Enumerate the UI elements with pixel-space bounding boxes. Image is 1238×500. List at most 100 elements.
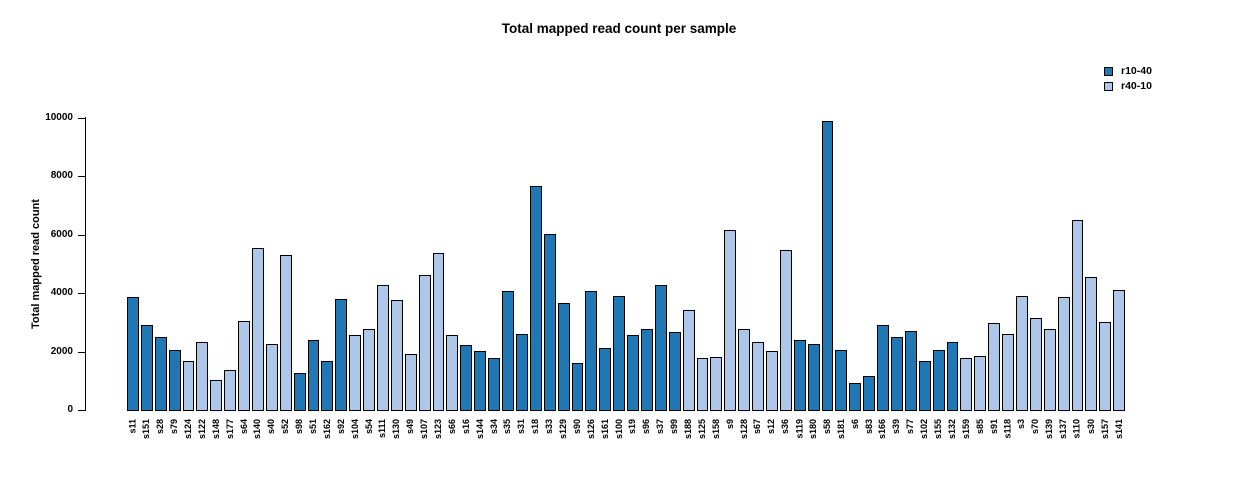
legend-entry-r40-10: r40-10 (1104, 81, 1152, 92)
x-label-s180: s180 (808, 419, 818, 440)
bar-slot (223, 118, 237, 411)
bar-slot (515, 118, 529, 411)
bar-slot (1029, 118, 1043, 411)
x-label-s137: s137 (1058, 419, 1068, 440)
x-label-s49: s49 (405, 419, 416, 435)
bar-s3 (1016, 295, 1028, 411)
bar-s34 (488, 358, 501, 411)
x-label-s6: s6 (849, 419, 860, 430)
bar-s110 (1071, 219, 1084, 411)
bar-s125 (696, 358, 709, 411)
bar-slot (390, 118, 404, 411)
bar-s6 (849, 383, 862, 411)
legend-entry-r10-40: r10-40 (1104, 66, 1152, 77)
bar-s102 (918, 361, 931, 411)
bar-s122 (196, 342, 209, 411)
x-label-s125: s125 (696, 419, 707, 440)
bar-s144 (474, 351, 487, 411)
bar-slot (307, 118, 321, 411)
bar-s181 (835, 349, 848, 411)
bar-slot (473, 118, 487, 411)
legend-swatch-r40-10 (1104, 82, 1113, 91)
bar-s79 (168, 349, 181, 411)
bar-s162 (321, 361, 334, 411)
bar-s49 (404, 354, 417, 411)
x-label-s139: s139 (1044, 419, 1055, 440)
bar-slot (904, 118, 918, 411)
bar-slot (626, 118, 640, 411)
bar-s99 (668, 332, 681, 411)
x-label-s141: s141 (1113, 419, 1124, 440)
x-label-s77: s77 (905, 419, 916, 435)
x-label-s40: s40 (266, 419, 277, 435)
bar-s16 (460, 345, 473, 411)
legend-label-r40-10: r40-10 (1121, 80, 1152, 92)
legend-swatch-r10-40 (1104, 67, 1113, 76)
bar-slot (876, 118, 890, 411)
x-label-s36: s36 (780, 419, 791, 435)
chart-title: Total mapped read count per sample (501, 21, 737, 36)
x-label-s132: s132 (946, 419, 957, 440)
bar-s85 (974, 355, 987, 411)
x-label-s122: s122 (196, 419, 207, 440)
bar-slot (293, 118, 307, 411)
x-label-s188: s188 (683, 419, 693, 440)
bar-s161 (599, 348, 612, 411)
bar-s28 (154, 336, 167, 411)
bar-slot (279, 118, 293, 411)
bar-s54 (363, 329, 376, 411)
x-label-s58: s58 (821, 419, 832, 435)
x-label-s129: s129 (558, 419, 568, 440)
bar-slot (807, 118, 821, 411)
x-label-s70: s70 (1030, 419, 1041, 435)
bar-s64 (238, 320, 251, 411)
bar-s159 (960, 358, 973, 411)
bar-slot (334, 118, 348, 411)
x-label-s52: s52 (280, 419, 291, 435)
y-tick-mark (78, 176, 85, 178)
bar-slot (501, 118, 515, 411)
bar-slot (459, 118, 473, 411)
x-label-s128: s128 (738, 419, 749, 440)
x-label-s155: s155 (933, 419, 943, 440)
x-labels: s11 s151 s28 s79 s124 s122 s148 s177 s64 s140 s40 s… (126, 419, 1126, 479)
bar-s166 (877, 324, 889, 411)
bar-slot (987, 118, 1001, 411)
bar-slot (404, 118, 418, 411)
bar-s83 (863, 376, 876, 411)
bar-s141 (1113, 289, 1126, 411)
bar-slot (571, 118, 585, 411)
x-label-s30: s30 (1085, 419, 1096, 435)
bar-s31 (515, 333, 528, 411)
bar-s123 (432, 253, 445, 411)
bar-s104 (349, 335, 362, 411)
bar-s130 (390, 300, 403, 411)
legend: r10-40 r40-10 (1104, 66, 1152, 96)
x-label-s166: s166 (877, 419, 888, 440)
x-label-s126: s126 (585, 419, 596, 440)
bar-s118 (1002, 333, 1014, 411)
x-label-s119: s119 (794, 419, 805, 439)
bar-slot (751, 118, 765, 411)
bar-slot (584, 118, 598, 411)
bar-s90 (571, 362, 584, 411)
bar-slot (834, 118, 848, 411)
y-axis-label: Total mapped read count (30, 199, 42, 329)
y-tick-mark (78, 118, 85, 119)
bar-s158 (710, 357, 723, 411)
x-label-s31: s31 (516, 419, 527, 435)
x-label-s123: s123 (433, 419, 443, 440)
bar-slot (154, 118, 168, 411)
bar-slot (348, 118, 362, 411)
bar-slot (1071, 118, 1085, 411)
x-label-s111: s111 (377, 419, 388, 439)
x-label-s12: s12 (766, 419, 777, 435)
bar-s129 (557, 303, 570, 411)
bar-slot (821, 118, 835, 411)
bar-s157 (1099, 321, 1112, 411)
x-label-s157: s157 (1099, 419, 1110, 440)
bar-s139 (1043, 329, 1056, 411)
bar-s126 (585, 291, 598, 411)
bar-s51 (307, 339, 320, 411)
